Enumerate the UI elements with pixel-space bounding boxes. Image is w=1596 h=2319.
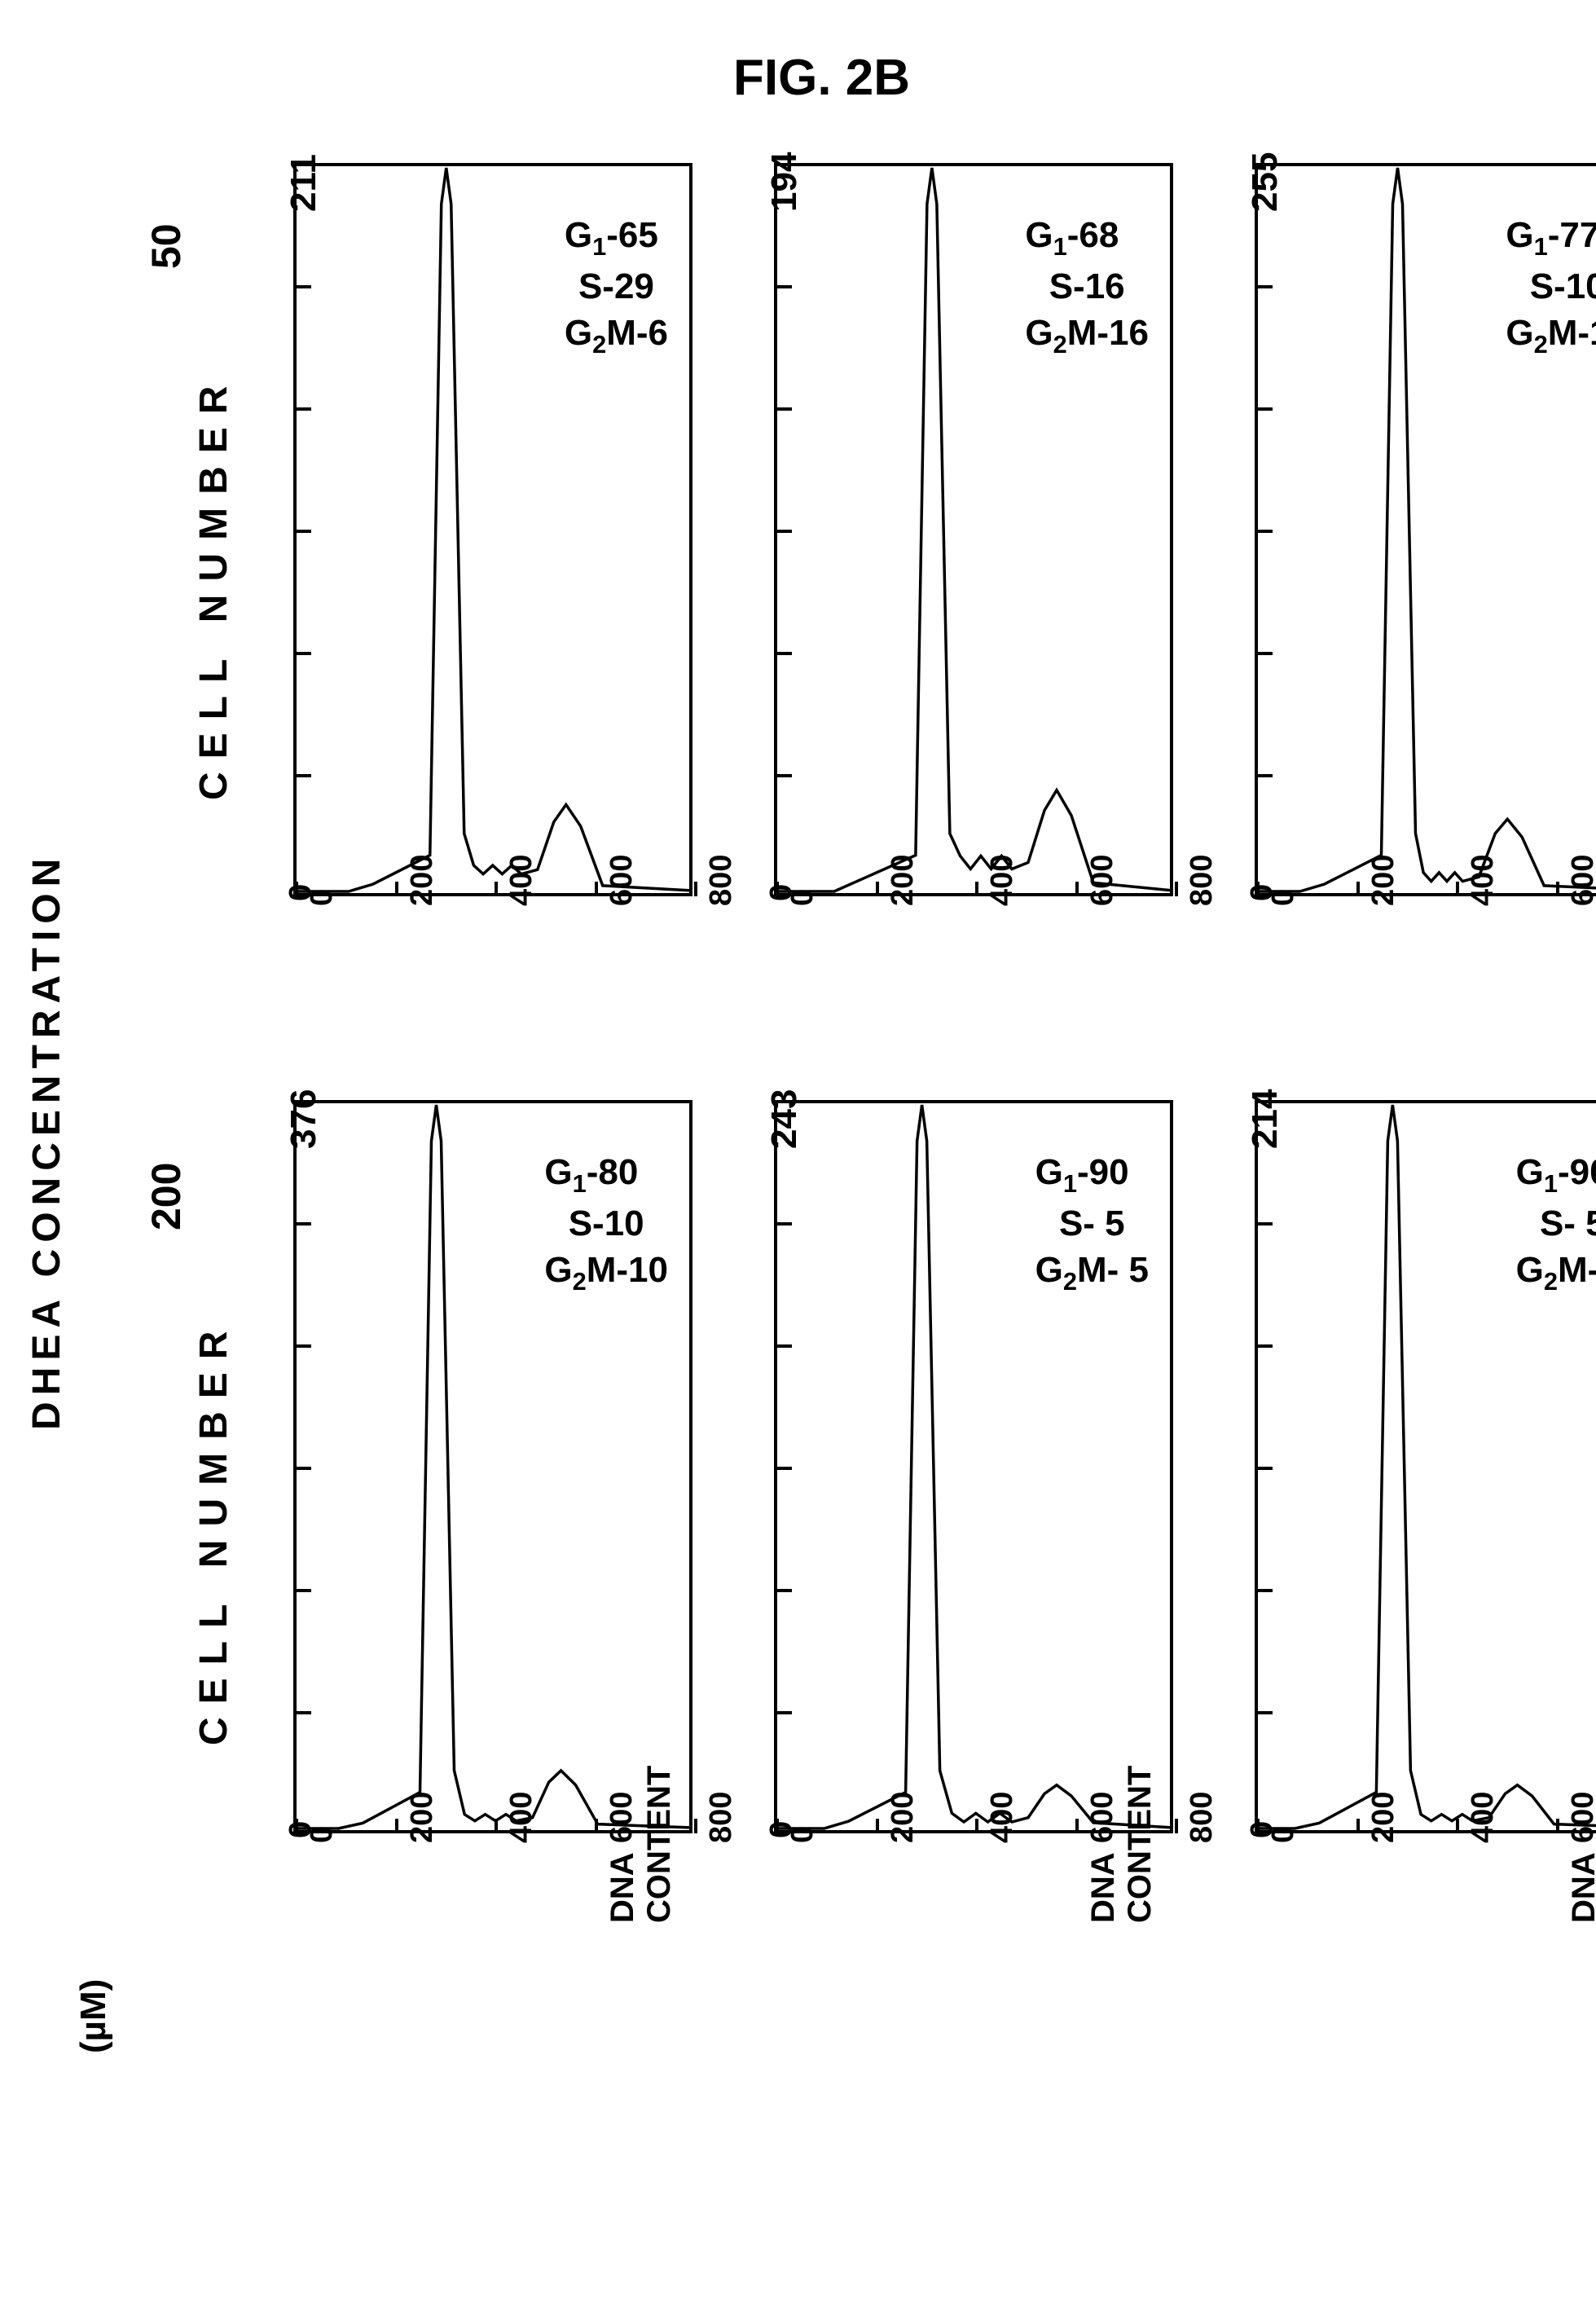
anno-s: S- 5	[1035, 1200, 1149, 1247]
xtick-label: 400	[1466, 1792, 1501, 1843]
anno-s: S- 5	[1516, 1200, 1596, 1247]
figure-title: FIG. 2B	[733, 49, 910, 107]
row-marker-200: 200	[143, 1163, 190, 1230]
cell-cycle-annotation: G1-65S-29G2M-6	[565, 212, 668, 361]
xtick-label: 200	[405, 855, 440, 906]
anno-g2m: G2M-6	[565, 310, 668, 361]
xtick-label: 800	[704, 1792, 739, 1843]
y-axis-label-row1: CELL NUMBER	[191, 1239, 236, 1825]
cell-cycle-annotation: G1-68S-16G2M-16	[1025, 212, 1149, 361]
panel-2: 02004006008002550G1-77S-10G2M-13	[1255, 163, 1596, 896]
cell-cycle-annotation: G1-77S-10G2M-13	[1506, 212, 1596, 361]
x-axis-label: DNA CONTENT	[1566, 1766, 1596, 1923]
ymax-label: 255	[1245, 152, 1286, 212]
x-axis-label: DNA CONTENT	[605, 1766, 678, 1923]
zero-label: 0	[284, 884, 319, 901]
row-marker-50: 50	[143, 223, 190, 269]
xtick-label: 400	[504, 855, 539, 906]
xtick-label: 200	[1366, 855, 1401, 906]
zero-label: 0	[764, 884, 799, 901]
anno-g1: G1-90	[1516, 1149, 1596, 1200]
zero-label: 0	[284, 1821, 319, 1838]
cell-cycle-annotation: G1-90S- 5G2M- 5	[1035, 1149, 1149, 1298]
ymax-label: 243	[764, 1089, 805, 1149]
xtick-label: 600	[1085, 855, 1120, 906]
zero-label: 0	[1245, 1821, 1280, 1838]
anno-g2m: G2M- 5	[1516, 1247, 1596, 1298]
anno-g2m: G2M-16	[1025, 310, 1149, 361]
side-label-unit: (µM)	[73, 1979, 114, 2053]
anno-g1: G1-90	[1035, 1149, 1149, 1200]
xtick-label: 400	[985, 855, 1020, 906]
anno-s: S-16	[1025, 263, 1149, 310]
side-label-dhea: DHEA CONCENTRATION	[24, 489, 69, 1793]
xtick-label: 200	[886, 855, 921, 906]
ymax-label: 194	[764, 152, 805, 212]
anno-s: S-10	[544, 1200, 668, 1247]
x-axis-label: DNA CONTENT	[1085, 1766, 1159, 1923]
xtick-label: 600	[605, 855, 640, 906]
anno-g1: G1-77	[1506, 212, 1596, 263]
panel-0: 02004006008002110G1-65S-29G2M-6	[293, 163, 692, 896]
anno-g1: G1-68	[1025, 212, 1149, 263]
panel-4: 0200400600800DNA CONTENT2430G1-90S- 5G2M…	[774, 1100, 1173, 1833]
xtick-label: 200	[886, 1792, 921, 1843]
anno-g2m: G2M-13	[1506, 310, 1596, 361]
zero-label: 0	[1245, 884, 1280, 901]
xtick-label: 800	[704, 855, 739, 906]
ymax-label: 376	[284, 1089, 324, 1149]
cell-cycle-annotation: G1-90S- 5G2M- 5	[1516, 1149, 1596, 1298]
ymax-label: 214	[1245, 1089, 1286, 1149]
panel-3: 0200400600800DNA CONTENT3760G1-80S-10G2M…	[293, 1100, 692, 1833]
ymax-label: 211	[284, 154, 324, 212]
anno-s: S-29	[565, 263, 668, 310]
cell-cycle-annotation: G1-80S-10G2M-10	[544, 1149, 668, 1298]
panel-5: 0200400600800DNA CONTENT2140G1-90S- 5G2M…	[1255, 1100, 1596, 1833]
xtick-label: 600	[1566, 855, 1596, 906]
anno-s: S-10	[1506, 263, 1596, 310]
xtick-label: 400	[1466, 855, 1501, 906]
side-label-text: DHEA CONCENTRATION	[25, 851, 68, 1429]
panel-1: 02004006008001940G1-68S-16G2M-16	[774, 163, 1173, 896]
anno-g1: G1-65	[565, 212, 668, 263]
anno-g1: G1-80	[544, 1149, 668, 1200]
xtick-label: 200	[405, 1792, 440, 1843]
xtick-label: 800	[1185, 1792, 1220, 1843]
xtick-label: 400	[504, 1792, 539, 1843]
anno-g2m: G2M-10	[544, 1247, 668, 1298]
xtick-label: 800	[1185, 855, 1220, 906]
xtick-label: 200	[1366, 1792, 1401, 1843]
xtick-label: 400	[985, 1792, 1020, 1843]
anno-g2m: G2M- 5	[1035, 1247, 1149, 1298]
y-axis-label-row0: CELL NUMBER	[191, 293, 236, 880]
zero-label: 0	[764, 1821, 799, 1838]
